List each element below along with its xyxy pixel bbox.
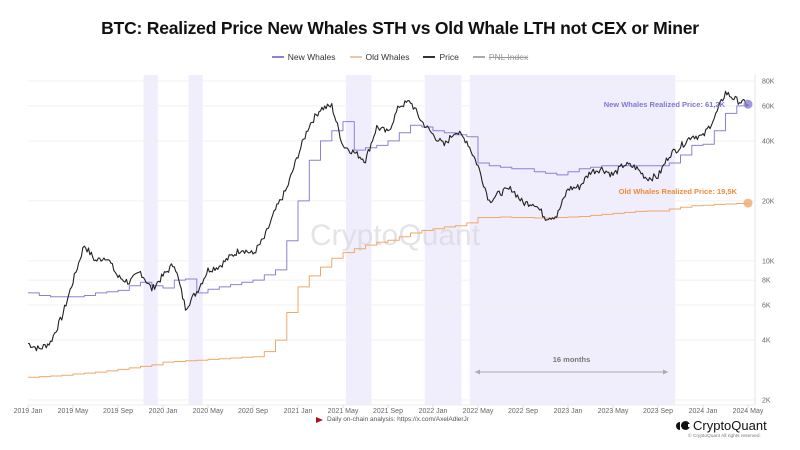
x-tick-label: 2022 Jan [419,408,448,415]
x-tick-label: 2020 Sep [238,408,268,415]
y-tick-label: 8K [762,278,771,285]
old-whales-end-marker [743,198,753,208]
y-tick-label: 40K [762,138,775,145]
copyright: © CryptoQuant All rights reserved. [688,434,761,439]
chart-title: BTC: Realized Price New Whales STH vs Ol… [101,18,699,38]
y-tick-label: 60K [762,103,775,110]
shaded-period [424,75,462,405]
x-tick-label: 2021 Jan [284,408,313,415]
legend-swatch [472,56,485,58]
legend-label: PNL Index [488,52,529,62]
span-label: 16 months [553,355,591,364]
x-tick-label: 2024 May [733,408,764,415]
new-whales-end-marker [743,99,753,109]
legend-label: Old Whales [365,52,410,62]
arrow-left-icon [475,369,480,375]
legend-item-pnl-index[interactable]: PNL Index [472,52,529,62]
footer-note: Daily on-chain analysis: https://x.com/A… [316,416,469,423]
x-tick-label: 2021 Sep [373,408,403,415]
x-tick-label: 2020 May [193,408,224,415]
series-line-new-whales [28,104,749,298]
footer-note-text[interactable]: Daily on-chain analysis: https://x.com/A… [327,416,469,423]
x-tick-label: 2023 Jan [554,408,583,415]
y-axis-ticks: 80K 60K 40K 20K 10K 8K 6K 4K 2K [762,79,775,405]
legend-swatch [349,56,362,58]
shaded-periods [143,75,676,405]
series-line-old-whales [28,203,749,378]
shaded-period [469,75,676,405]
shaded-period [143,75,158,405]
arrow-right-icon [663,369,668,375]
logo-text: CryptoQuant [693,418,767,433]
cryptoquant-logo: CryptoQuant [676,418,767,433]
y-tick-label: 4K [762,338,771,345]
flag-icon [316,416,323,423]
legend-item-price[interactable]: Price [423,52,459,62]
x-tick-label: 2022 Sep [508,408,538,415]
x-tick-label: 2021 May [328,408,359,415]
shaded-period [346,75,372,405]
x-tick-label: 2022 May [463,408,494,415]
legend-item-new-whales[interactable]: New Whales [271,52,336,62]
y-tick-label: 2K [762,398,771,405]
x-tick-label: 2023 May [598,408,629,415]
shaded-period [188,75,203,405]
legend: New Whales Old Whales Price PNL Index [0,52,800,62]
logo-mark-icon [676,421,691,430]
legend-label: New Whales [287,52,336,62]
y-tick-label: 10K [762,258,775,265]
legend-swatch [271,56,284,58]
x-tick-label: 2019 Jan [14,408,43,415]
old-whales-annotation: Old Whales Realized Price: 19,5K [619,187,738,196]
series-line-price [27,90,749,352]
new-whales-annotation: New Whales Realized Price: 61,2K [604,100,726,109]
watermark: CryptoQuant [310,219,481,252]
annotations: New Whales Realized Price: 61,2K Old Whal… [475,99,753,375]
y-tick-label: 20K [762,198,775,205]
x-tick-label: 2019 May [58,408,89,415]
x-tick-label: 2019 Sep [103,408,133,415]
legend-swatch [423,56,436,58]
legend-item-old-whales[interactable]: Old Whales [349,52,410,62]
gridlines [28,80,755,401]
x-tick-label: 2024 Jan [689,408,718,415]
x-axis-ticks: 2019 Jan 2019 May 2019 Sep 2020 Jan 2020 May… [14,405,764,415]
y-tick-label: 80K [762,79,775,86]
x-tick-label: 2020 Jan [149,408,178,415]
legend-label: Price [439,52,459,62]
y-tick-label: 6K [762,302,771,309]
series-lines [27,90,749,378]
x-tick-label: 2023 Sep [643,408,673,415]
